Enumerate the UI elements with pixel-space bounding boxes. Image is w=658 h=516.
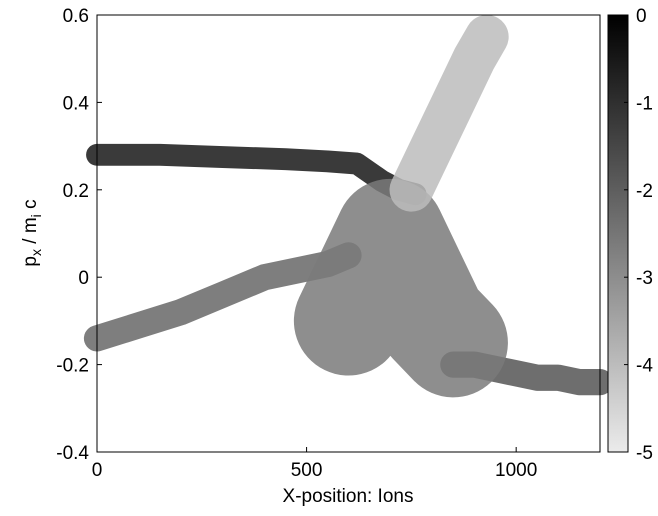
- y-label-part: x: [28, 249, 44, 256]
- y-tick-label: 0.6: [63, 6, 89, 27]
- y-tick-label: 0.2: [63, 181, 89, 202]
- y-label-part: / m: [20, 217, 41, 249]
- y-tick-label: -0.2: [56, 356, 89, 377]
- colorbar-tick-label: -4: [636, 356, 653, 377]
- x-tick-label: 0: [92, 460, 103, 481]
- colorbar-tick-label: 0: [636, 6, 647, 27]
- colorbar-tick-label: -1: [636, 93, 653, 114]
- density-band: [389, 14, 509, 212]
- y-label-part: p: [20, 256, 41, 267]
- x-axis-label: X-position: Ions: [283, 486, 414, 507]
- density-band: [293, 178, 508, 398]
- colorbar-tick-label: -2: [636, 181, 653, 202]
- y-tick-label: 0: [78, 268, 89, 289]
- x-tick-label: 1000: [495, 460, 537, 481]
- plot-frame: [96, 14, 601, 453]
- x-tick-label: 500: [291, 460, 323, 481]
- y-tick-label: 0.4: [63, 93, 90, 114]
- colorbar-tick-label: -5: [636, 443, 653, 464]
- colorbar: [607, 14, 629, 453]
- y-label-part: i: [28, 214, 44, 217]
- y-label-part: c: [20, 199, 41, 214]
- y-axis-label: px / mi c: [20, 199, 44, 266]
- colorbar-tick-label: -3: [636, 268, 653, 289]
- y-tick-label: -0.4: [56, 443, 89, 464]
